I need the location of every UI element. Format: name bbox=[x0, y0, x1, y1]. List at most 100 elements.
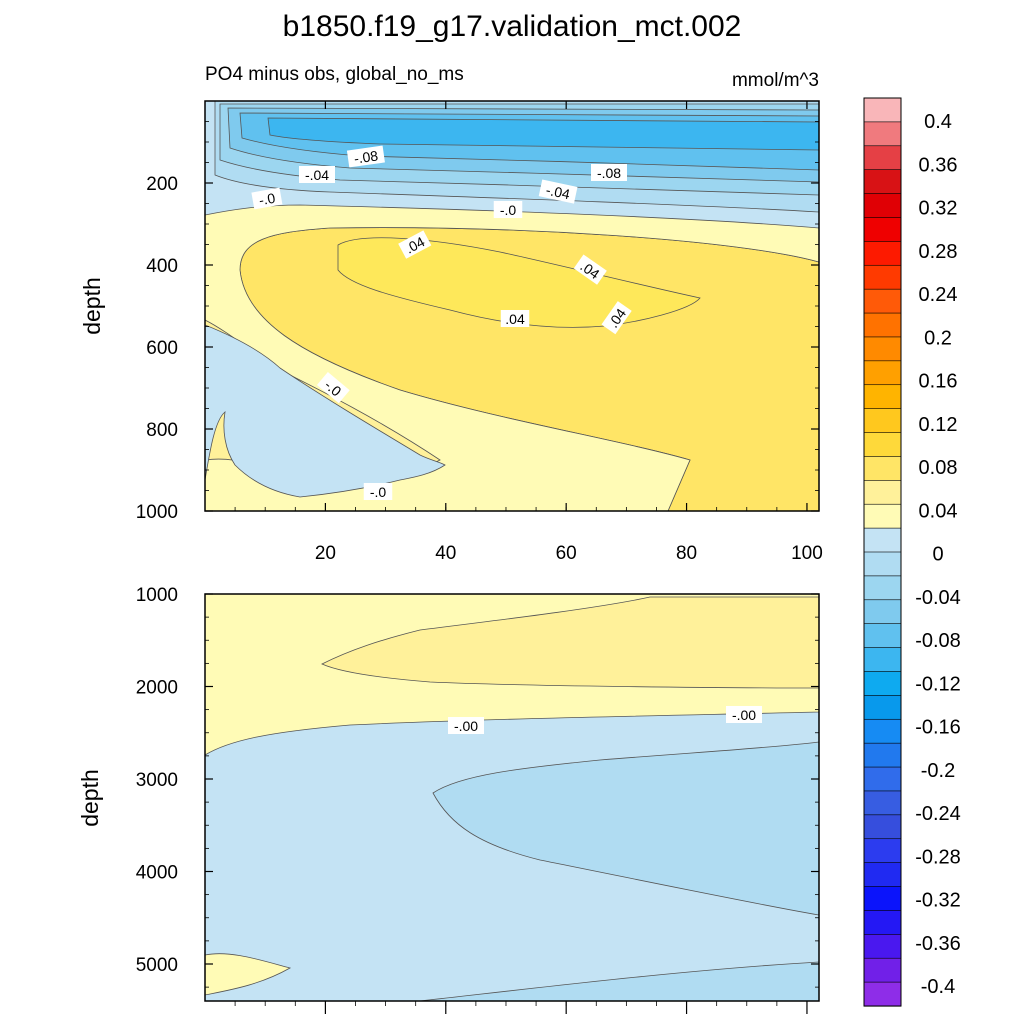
colorbar-box bbox=[863, 241, 902, 266]
upper-plot-fills bbox=[205, 101, 819, 511]
contour-label-text: -.04 bbox=[545, 182, 572, 203]
lower-plot-frame bbox=[204, 593, 820, 1002]
colorbar-box bbox=[863, 718, 902, 744]
colorbar-box bbox=[863, 957, 902, 983]
contour-label-bg bbox=[591, 164, 627, 181]
colorbar-label: -0.32 bbox=[915, 890, 961, 912]
colorbar-box bbox=[863, 480, 902, 505]
colorbar-box bbox=[863, 790, 902, 816]
contour-label-text: .04 bbox=[505, 311, 525, 327]
contour-label: -.08 bbox=[591, 164, 627, 181]
colorbar-box bbox=[863, 695, 902, 720]
lower-bottom-blue bbox=[419, 961, 819, 1001]
colorbar-box bbox=[863, 169, 902, 195]
upper-surface-blue-6 bbox=[267, 117, 819, 151]
contour-label: -.08 bbox=[346, 145, 385, 168]
contour-label: -.00 bbox=[448, 717, 484, 734]
colorbar-box bbox=[863, 862, 902, 888]
upper-ytick-label: 200 bbox=[146, 174, 178, 195]
upper-panel: -.08-.04-.0-.08-.04-.0.04.04.04.04-.0-.0… bbox=[79, 100, 823, 564]
figure-title: b1850.f19_g17.validation_mct.002 bbox=[283, 10, 742, 43]
upper-core-fill bbox=[337, 237, 701, 328]
lower-ticks: 1000 2000 3000 4000 5000 bbox=[136, 585, 819, 1014]
colorbar-box bbox=[863, 408, 902, 434]
lower-panel: -.00 -.00 1000 2000 3000 4000 5000 depth bbox=[77, 585, 820, 1014]
lower-plot-fills bbox=[205, 594, 819, 1001]
colorbar-box bbox=[863, 121, 902, 147]
upper-contour-labels: -.08-.04-.0-.08-.04-.0.04.04.04.04-.0-.0 bbox=[251, 145, 632, 500]
upper-ticks: 200 400 600 800 1000 20 40 60 80 100 bbox=[136, 100, 823, 564]
subtitle-right: mmol/m^3 bbox=[732, 70, 819, 91]
colorbar-label: 0.08 bbox=[919, 457, 958, 479]
contour-label-bg bbox=[448, 717, 484, 734]
contour-label-bg bbox=[493, 201, 523, 218]
contour-label: .04 bbox=[500, 310, 530, 327]
contour-label-bg bbox=[346, 145, 385, 168]
colorbar-label: -0.24 bbox=[915, 803, 961, 825]
colorbar-box bbox=[863, 456, 902, 481]
colorbar-box bbox=[863, 742, 902, 768]
colorbar-frame bbox=[863, 97, 902, 1007]
colorbar-box bbox=[863, 527, 902, 553]
upper-xtick-label: 20 bbox=[315, 543, 336, 564]
lower-ylabel: depth bbox=[77, 769, 103, 827]
lower-right-blue bbox=[432, 741, 819, 916]
colorbar-label: 0.32 bbox=[919, 198, 958, 220]
upper-xtick-label: 80 bbox=[676, 543, 697, 564]
colorbar-box bbox=[863, 934, 902, 959]
colorbar-box bbox=[863, 814, 902, 840]
colorbar-box bbox=[863, 97, 902, 123]
colorbar-label: -0.12 bbox=[915, 673, 961, 695]
colorbar-labels: 0.4 0.36 0.32 0.28 0.24 0.2 0.16 0.12 0.08 0.04 0 -… bbox=[915, 111, 961, 998]
lower-left-yellow-blob bbox=[205, 953, 292, 996]
contour-label-text: -.00 bbox=[454, 718, 478, 734]
colorbar-box bbox=[863, 647, 902, 673]
colorbar-box bbox=[863, 384, 902, 410]
upper-ytick-label: 600 bbox=[146, 338, 178, 359]
contour-label-bg bbox=[573, 254, 607, 285]
colorbar-box bbox=[863, 599, 902, 625]
colorbar-box bbox=[863, 264, 902, 290]
colorbar-box bbox=[863, 336, 902, 362]
colorbar-box bbox=[863, 671, 902, 696]
lower-ytick-label: 3000 bbox=[136, 770, 178, 791]
colorbar-box bbox=[863, 838, 902, 864]
colorbar-box bbox=[863, 886, 902, 912]
contour-label-bg bbox=[538, 179, 578, 204]
contour-label-bg bbox=[316, 371, 350, 404]
colorbar-label: -0.04 bbox=[915, 587, 961, 609]
contour-label-bg bbox=[299, 166, 335, 183]
upper-xtick-label: 60 bbox=[556, 543, 577, 564]
colorbar-label: 0.16 bbox=[919, 371, 958, 393]
contour-label-bg bbox=[363, 483, 393, 500]
colorbar-box bbox=[863, 432, 902, 458]
colorbar-label: -0.16 bbox=[915, 717, 961, 739]
contour-label: -.0 bbox=[363, 483, 393, 500]
colorbar-box bbox=[863, 288, 902, 314]
colorbar-label: 0.12 bbox=[919, 414, 958, 436]
colorbar-label: 0.24 bbox=[919, 284, 958, 306]
contour-label-bg bbox=[398, 230, 432, 259]
contour-label-text: -.00 bbox=[732, 707, 756, 723]
colorbar-label: 0.2 bbox=[924, 327, 952, 349]
upper-ytick-label: 400 bbox=[146, 256, 178, 277]
lower-ytick-label: 1000 bbox=[136, 585, 178, 606]
contour-label-text: -.0 bbox=[500, 202, 517, 218]
subtitle-left: PO4 minus obs, global_no_ms bbox=[205, 64, 464, 85]
contour-label-bg bbox=[726, 706, 762, 723]
colorbar-box bbox=[863, 503, 902, 529]
colorbar-label: -0.2 bbox=[921, 760, 955, 782]
colorbar-box bbox=[863, 575, 902, 601]
colorbar: 0.4 0.36 0.32 0.28 0.24 0.2 0.16 0.12 0.08 0.04 0 -… bbox=[863, 97, 961, 1007]
colorbar-label: 0.04 bbox=[919, 500, 958, 522]
colorbar-label: 0.28 bbox=[919, 241, 958, 263]
colorbar-box bbox=[863, 981, 902, 1007]
lower-ytick-label: 4000 bbox=[136, 863, 178, 884]
colorbar-label: 0.36 bbox=[919, 154, 958, 176]
upper-xtick-label: 40 bbox=[435, 543, 456, 564]
upper-ylabel: depth bbox=[79, 277, 105, 335]
colorbar-boxes bbox=[863, 97, 902, 1007]
contour-label: -.04 bbox=[299, 166, 335, 183]
upper-deep-blue-fill bbox=[205, 324, 446, 498]
lower-ytick-label: 2000 bbox=[136, 678, 178, 699]
